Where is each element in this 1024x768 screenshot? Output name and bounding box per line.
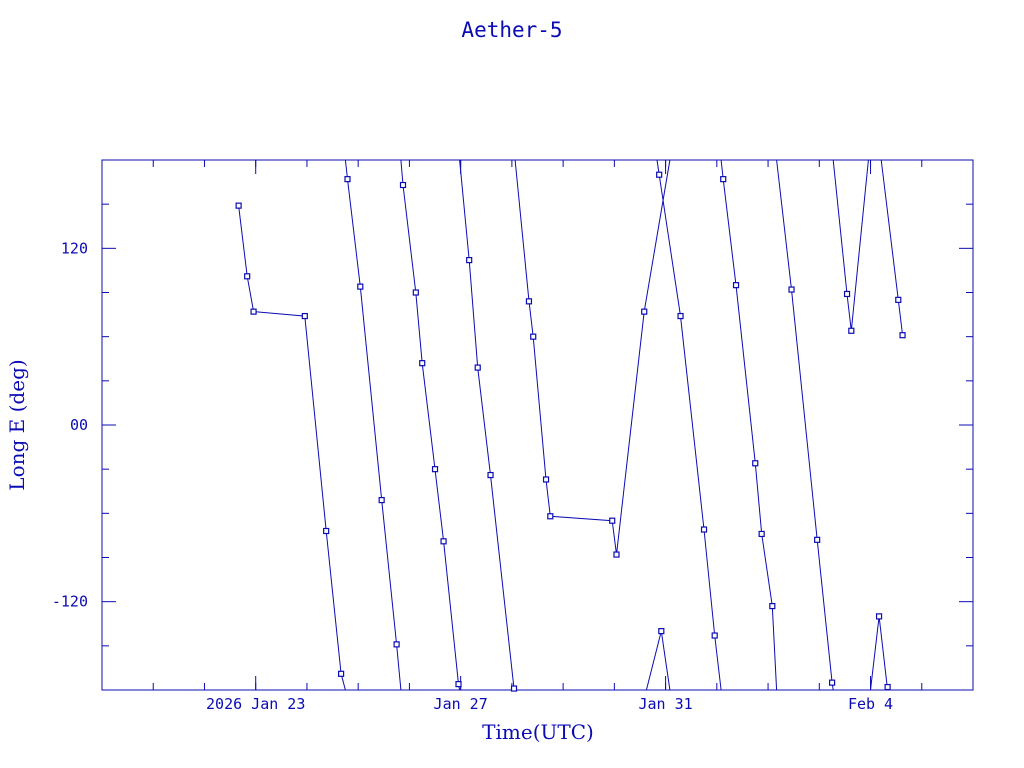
data-point [525,298,533,305]
y-tick-label: 00 [70,416,88,434]
series-line [776,159,834,691]
plot-frame [101,159,974,691]
data-point [466,257,473,264]
data-point [440,538,447,545]
data-point [431,466,439,473]
data-point [875,613,883,620]
data-point [814,536,821,543]
data-point [711,632,718,639]
data-point [337,670,345,677]
data-point [250,308,257,315]
x-tick-label: Jan 31 [638,695,692,713]
data-point [344,176,351,183]
series-line [238,205,346,691]
data-point [658,628,665,635]
data-point [843,290,851,298]
data-point [357,283,364,290]
data-point [677,312,684,320]
series-line [344,159,402,691]
track-lines [238,159,904,691]
data-point [399,181,407,189]
series-line [870,616,889,691]
series-line [656,159,722,691]
data-point [758,530,765,538]
y-tick-label: -120 [52,593,88,611]
y-tick-label: 120 [61,239,88,257]
data-point [547,513,554,520]
x-tick-label: Jan 27 [434,695,488,713]
data-point [235,202,242,209]
data-point [455,681,462,688]
track-markers [235,171,906,692]
data-point [769,602,776,610]
data-point [613,551,620,558]
data-point [301,312,308,320]
data-point [542,476,550,483]
series-line [645,630,671,691]
data-point [378,496,385,504]
data-point [829,679,836,686]
data-point [720,176,727,183]
data-point [393,641,400,648]
data-point [609,517,616,524]
x-tick-label: Feb 4 [848,695,893,713]
data-point [323,527,330,535]
data-point [412,289,419,296]
y-axis-label: Long E (deg) [5,359,29,490]
data-point [530,333,537,340]
x-axis-label: Time(UTC) [482,720,594,744]
x-axis: 2026 Jan 23 Jan 27 Jan 31 Feb 4 [152,160,923,713]
data-point [244,273,251,280]
data-point [474,364,481,371]
data-point [656,171,663,178]
series-line [832,159,869,331]
series-line [720,159,778,691]
x-tick-label: 2026 Jan 23 [206,695,305,713]
data-point [487,471,494,479]
data-point [884,683,891,691]
series-line [514,159,671,555]
series-line [459,159,516,691]
chart-title: Aether-5 [461,18,562,42]
data-point [752,460,759,467]
data-point [641,308,648,315]
series-line [400,159,461,691]
data-point [732,282,740,289]
data-point [700,526,708,533]
data-point [848,327,855,334]
data-point [788,286,795,293]
data-point [510,685,518,692]
data-point [895,296,902,303]
data-point [419,360,426,367]
y-axis: 120 00 -120 [52,159,973,691]
data-point [899,332,906,339]
series-line [880,159,904,336]
